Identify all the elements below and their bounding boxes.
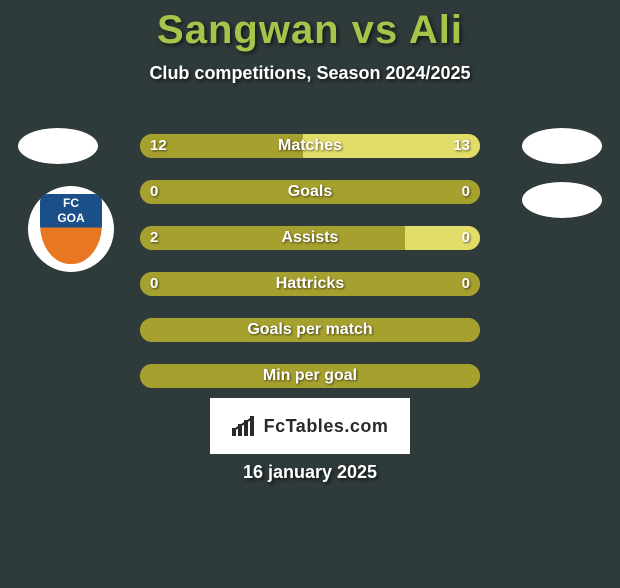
bar-label: Matches: [140, 134, 480, 158]
player-left-avatar: [18, 128, 98, 164]
bar-label: Min per goal: [140, 364, 480, 388]
subtitle: Club competitions, Season 2024/2025: [0, 63, 620, 84]
footer-logo: FcTables.com: [210, 398, 410, 454]
date-label: 16 january 2025: [0, 462, 620, 483]
footer-brand: FcTables.com: [264, 416, 389, 437]
chart-icon: [232, 416, 258, 436]
stat-bar-assists: 20Assists: [140, 226, 480, 250]
comparison-bars: 1213Matches 00Goals 20Assists 00Hattricks Go…: [140, 134, 480, 410]
bar-label: Hattricks: [140, 272, 480, 296]
bar-label: Assists: [140, 226, 480, 250]
club-right-avatar: [522, 182, 602, 218]
stat-bar-hattricks: 00Hattricks: [140, 272, 480, 296]
club-left-name-bottom: GOA: [57, 212, 84, 224]
stat-bar-goals-per-match: Goals per match: [140, 318, 480, 342]
stat-bar-min-per-goal: Min per goal: [140, 364, 480, 388]
player-right-avatar: [522, 128, 602, 164]
bar-label: Goals: [140, 180, 480, 204]
page-title: Sangwan vs Ali: [0, 8, 620, 53]
bar-label: Goals per match: [140, 318, 480, 342]
stat-bar-matches: 1213Matches: [140, 134, 480, 158]
club-left-name-top: FC: [63, 197, 79, 209]
club-left-logo: FC GOA: [28, 186, 114, 272]
club-left-shield: FC GOA: [40, 194, 102, 264]
stat-bar-goals: 00Goals: [140, 180, 480, 204]
